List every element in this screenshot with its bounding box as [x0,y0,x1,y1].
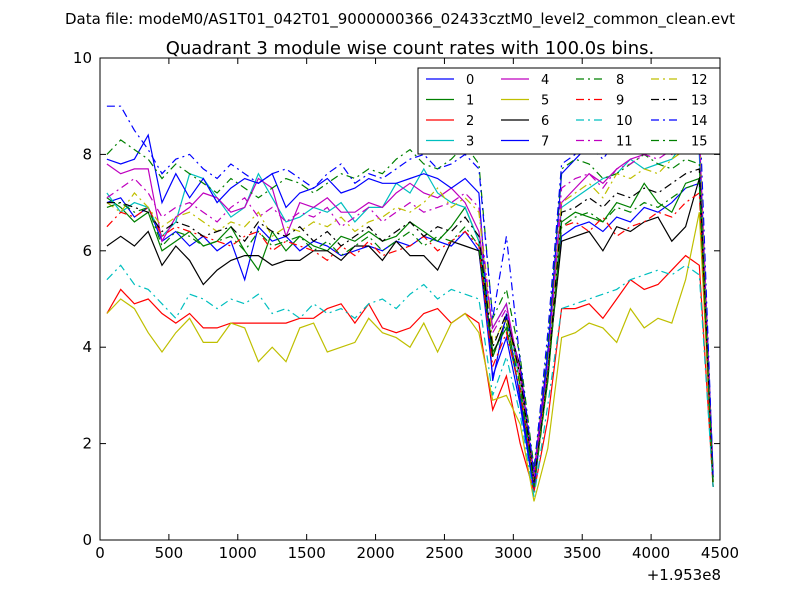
legend-label: 13 [691,94,708,109]
legend-label: 14 [691,114,708,129]
x-tick-label: 2000 [356,544,394,562]
axes: 0 500 1000 1500 2000 2500 3000 3500 4000 4500 0 2 4 6… [73,49,739,584]
legend-entry-7: 7 [501,135,549,150]
legend-entry-1: 1 [426,94,474,109]
legend-entry-8: 8 [576,73,624,88]
x-tick-label: 1000 [219,544,257,562]
legend-label: 15 [691,135,708,150]
legend-label: 10 [616,114,633,129]
series-line-12 [106,120,714,483]
legend-label: 6 [541,114,549,129]
legend-entry-11: 11 [576,135,633,150]
y-tick-label: 8 [82,145,92,163]
y-tick-label: 4 [82,338,92,356]
x-tick-label: 3500 [563,544,601,562]
series-line-11 [106,129,714,478]
legend-label: 3 [466,135,474,150]
legend-label: 8 [616,73,624,88]
x-tick-label: 1500 [288,544,326,562]
legend-entry-3: 3 [426,135,474,150]
figure-suptitle: Data file: modeM0/AS1T01_042T01_90000003… [65,10,735,29]
x-offset-label: +1.953e8 [647,566,721,584]
x-tick-label: 2500 [425,544,463,562]
legend-entry-9: 9 [576,94,624,109]
legend-entry-2: 2 [426,114,474,129]
legend-label: 4 [541,73,549,88]
chart-title: Quadrant 3 module wise count rates with … [166,38,655,59]
legend-label: 1 [466,94,474,109]
legend-label: 7 [541,135,549,150]
legend-label: 5 [541,94,549,109]
legend-entry-12: 12 [651,73,708,88]
legend-entry-10: 10 [576,114,633,129]
series-line-8 [106,139,714,478]
legend-entry-13: 13 [651,94,708,109]
legend-entry-15: 15 [651,135,708,150]
legend-label: 9 [616,94,624,109]
legend-entry-0: 0 [426,73,474,88]
series-line-4 [106,114,714,478]
y-tick-label: 6 [82,242,92,260]
x-tick-label: 0 [95,544,105,562]
series-line-5 [106,212,714,502]
y-tick-label: 0 [82,531,92,549]
legend-label: 11 [616,135,633,150]
x-tick-label: 500 [155,544,184,562]
series-line-10 [106,264,714,497]
legend-label: 12 [691,73,708,88]
x-tick-label: 4000 [632,544,670,562]
legend-entry-14: 14 [651,114,708,129]
plot-area [106,100,714,502]
legend-box [417,67,721,155]
y-tick-label: 10 [73,49,92,67]
series-line-15 [106,182,714,488]
legend-entry-4: 4 [501,73,549,88]
legend-entry-6: 6 [501,114,549,129]
legend-label: 2 [466,114,474,129]
series-line-13 [106,168,714,483]
series-line-9 [106,191,714,483]
legend-label: 0 [466,73,474,88]
x-tick-label: 3000 [494,544,532,562]
series-line-6 [106,178,714,488]
legend-entry-5: 5 [501,94,549,109]
series-line-2 [106,254,714,492]
y-tick-label: 2 [82,435,92,453]
x-tick-label: 4500 [701,544,739,562]
plot-frame [99,57,721,541]
